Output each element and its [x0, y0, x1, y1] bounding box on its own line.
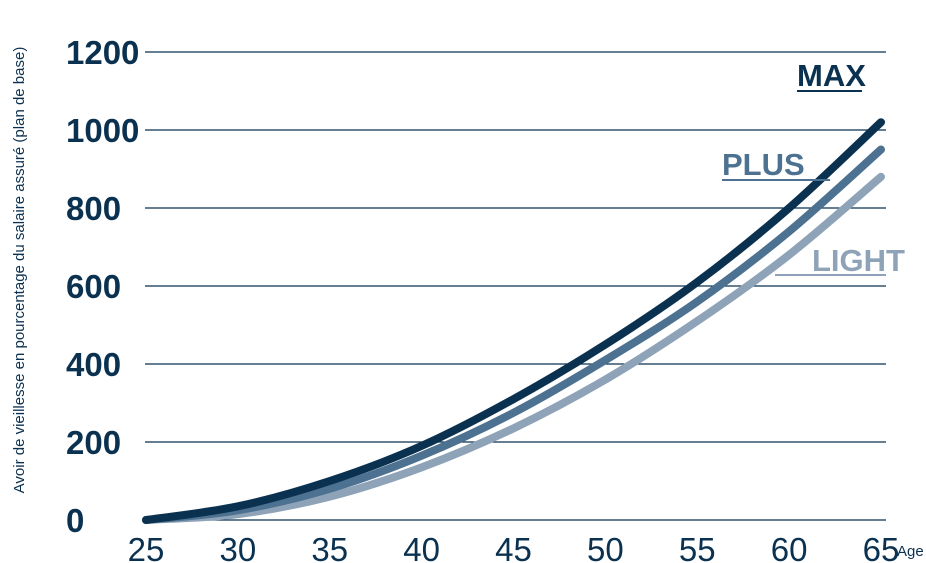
y-tick-labels: 0 200 400 600 800 1000 1200	[66, 34, 139, 539]
y-tick-label: 0	[66, 502, 84, 539]
x-tick-labels: 25 30 35 40 45 50 55 60 65	[128, 531, 900, 563]
series-label-light: LIGHT	[812, 243, 905, 278]
series-label-plus: PLUS	[722, 147, 805, 182]
series-line-light	[142, 172, 885, 524]
x-tick-label: 55	[679, 531, 716, 563]
series-label-max: MAX	[797, 58, 866, 93]
series-labels: MAX PLUS LIGHT	[722, 58, 905, 278]
x-tick-label: 35	[311, 531, 348, 563]
x-tick-label: 30	[220, 531, 257, 563]
x-tick-label: 45	[495, 531, 532, 563]
y-tick-label: 200	[66, 424, 121, 461]
series-line-max	[142, 118, 885, 524]
x-axis-label: Age	[897, 543, 924, 560]
y-tick-label: 1000	[66, 112, 139, 149]
y-axis-label: Avoir de vieillesse en pourcentage du sa…	[11, 47, 28, 494]
series-lines	[142, 118, 885, 524]
series-line-plus	[142, 145, 885, 524]
gridlines	[145, 51, 886, 521]
y-tick-label: 800	[66, 190, 121, 227]
x-tick-label: 60	[771, 531, 808, 563]
x-tick-label: 40	[403, 531, 440, 563]
x-tick-label: 25	[128, 531, 165, 563]
x-tick-label: 50	[587, 531, 624, 563]
y-tick-label: 600	[66, 268, 121, 305]
y-tick-label: 400	[66, 346, 121, 383]
x-tick-label: 65	[863, 531, 900, 563]
y-tick-label: 1200	[66, 34, 139, 71]
